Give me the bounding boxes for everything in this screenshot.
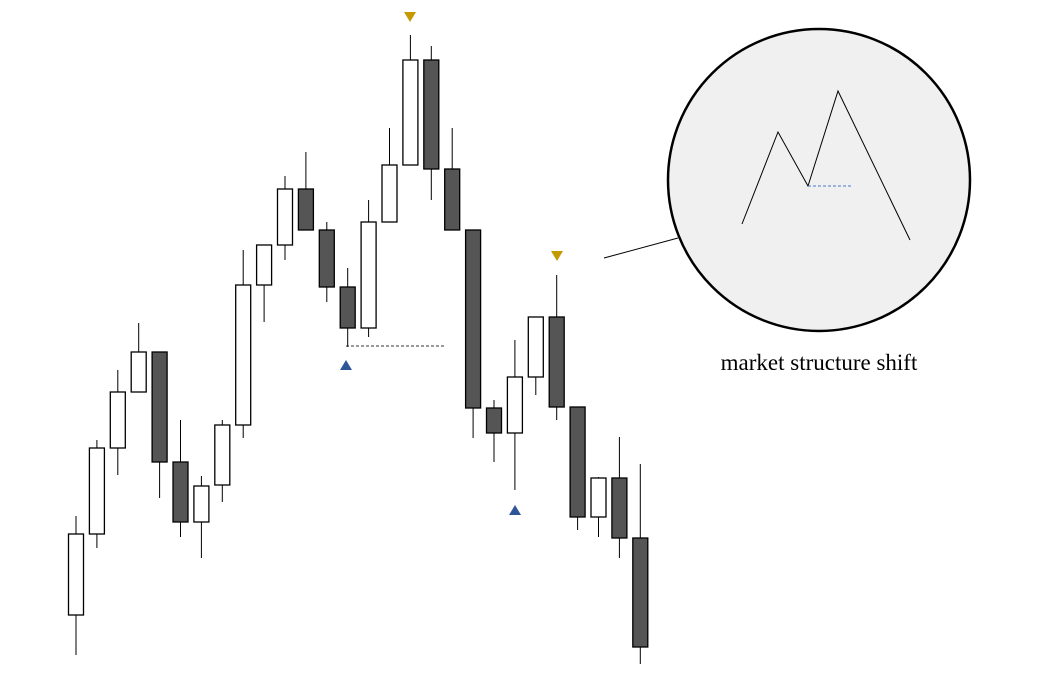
candle-body [464,229,482,409]
candle-body [611,477,628,539]
candle-body [360,221,377,329]
candle-body [548,316,565,408]
candle-body [255,244,273,286]
candle-body [109,391,126,449]
candle-body [381,164,398,223]
candle-body [339,286,356,329]
candle-body [214,424,231,486]
candle-body [444,168,461,231]
candle-body [297,188,315,231]
swing-low-marker [340,360,352,370]
candles [67,35,649,664]
candle-body [527,316,544,378]
swing-high-marker [404,12,416,22]
candle-body [193,485,210,523]
candle-body [402,59,419,166]
candle-body [423,59,440,170]
candle-body [569,406,586,518]
candle-body [506,376,524,434]
candle-body [632,537,649,648]
candle-body [130,351,147,393]
inset-circle [666,27,972,333]
candle-body [318,229,335,288]
annotation: market structure shift [721,350,918,375]
candle-body [172,461,189,523]
swing-low-marker [509,505,521,515]
candle-body [235,284,252,426]
candle-body [67,533,85,616]
candle-body [485,407,503,434]
candle-body [151,351,168,463]
candle-body [276,188,294,246]
candle-body [590,477,607,518]
pointer-line [603,237,679,259]
swing-high-marker [551,251,563,261]
candle-body [88,447,106,535]
